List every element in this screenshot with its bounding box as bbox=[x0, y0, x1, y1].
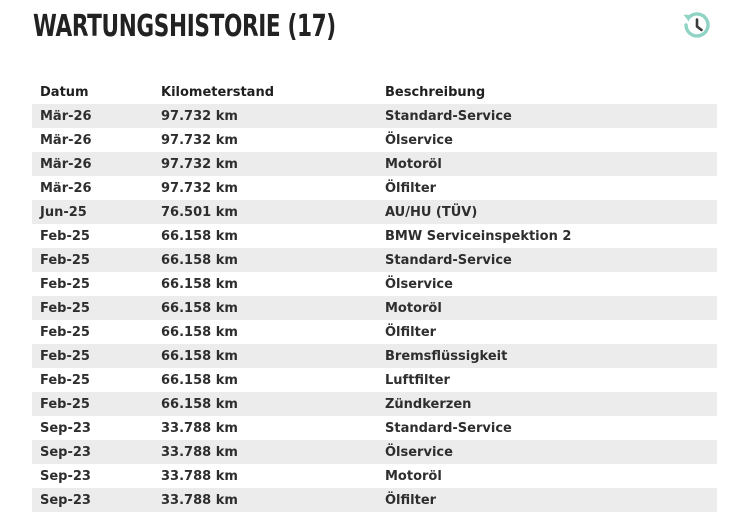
cell-date: Sep-23 bbox=[40, 468, 91, 484]
table-row: Feb-25 66.158 km Luftfilter bbox=[32, 368, 717, 392]
cell-mileage: 33.788 km bbox=[161, 492, 238, 508]
cell-mileage: 33.788 km bbox=[161, 420, 238, 436]
cell-mileage: 76.501 km bbox=[161, 204, 238, 220]
cell-description: AU/HU (TÜV) bbox=[385, 204, 478, 220]
cell-description: Ölservice bbox=[385, 444, 453, 460]
cell-mileage: 66.158 km bbox=[161, 300, 238, 316]
column-header-mileage: Kilometerstand bbox=[161, 84, 275, 100]
cell-date: Sep-23 bbox=[40, 492, 91, 508]
cell-mileage: 66.158 km bbox=[161, 252, 238, 268]
table-row: Feb-25 66.158 km BMW Serviceinspektion 2 bbox=[32, 224, 717, 248]
cell-description: Bremsflüssigkeit bbox=[385, 348, 508, 364]
cell-date: Jun-25 bbox=[40, 204, 87, 220]
table-row: Feb-25 66.158 km Bremsflüssigkeit bbox=[32, 344, 717, 368]
column-header-date: Datum bbox=[40, 84, 89, 100]
cell-description: Motoröl bbox=[385, 156, 442, 172]
cell-mileage: 33.788 km bbox=[161, 468, 238, 484]
table-row: Feb-25 66.158 km Ölfilter bbox=[32, 320, 717, 344]
cell-mileage: 97.732 km bbox=[161, 132, 238, 148]
cell-mileage: 66.158 km bbox=[161, 372, 238, 388]
cell-date: Sep-23 bbox=[40, 444, 91, 460]
cell-mileage: 66.158 km bbox=[161, 228, 238, 244]
cell-date: Feb-25 bbox=[40, 324, 90, 340]
table-row: Sep-23 33.788 km Motoröl bbox=[32, 464, 717, 488]
table-row: Feb-25 66.158 km Zündkerzen bbox=[32, 392, 717, 416]
cell-mileage: 97.732 km bbox=[161, 108, 238, 124]
cell-date: Feb-25 bbox=[40, 396, 90, 412]
cell-date: Feb-25 bbox=[40, 348, 90, 364]
table-body: Mär-26 97.732 km Standard-Service Mär-26 97.… bbox=[32, 104, 717, 512]
cell-description: Ölservice bbox=[385, 132, 453, 148]
table-row: Feb-25 66.158 km Standard-Service bbox=[32, 248, 717, 272]
cell-description: Ölfilter bbox=[385, 324, 437, 340]
page-title: WARTUNGSHISTORIE (17) bbox=[33, 9, 336, 44]
cell-description: Zündkerzen bbox=[385, 396, 472, 412]
cell-description: Luftfilter bbox=[385, 372, 450, 388]
cell-description: Ölfilter bbox=[385, 180, 437, 196]
cell-mileage: 66.158 km bbox=[161, 348, 238, 364]
table-row: Feb-25 66.158 km Ölservice bbox=[32, 272, 717, 296]
history-icon[interactable] bbox=[679, 8, 713, 42]
cell-description: Ölservice bbox=[385, 276, 453, 292]
cell-date: Mär-26 bbox=[40, 156, 92, 172]
table-row: Mär-26 97.732 km Standard-Service bbox=[32, 104, 717, 128]
cell-date: Mär-26 bbox=[40, 108, 92, 124]
cell-date: Feb-25 bbox=[40, 276, 90, 292]
table-row: Mär-26 97.732 km Ölfilter bbox=[32, 176, 717, 200]
cell-description: Standard-Service bbox=[385, 420, 512, 436]
cell-date: Feb-25 bbox=[40, 228, 90, 244]
cell-date: Feb-25 bbox=[40, 372, 90, 388]
table-row: Sep-23 33.788 km Ölservice bbox=[32, 440, 717, 464]
table-row: Sep-23 33.788 km Standard-Service bbox=[32, 416, 717, 440]
cell-description: Ölfilter bbox=[385, 492, 437, 508]
cell-description: Standard-Service bbox=[385, 252, 512, 268]
cell-mileage: 66.158 km bbox=[161, 396, 238, 412]
header: WARTUNGSHISTORIE (17) bbox=[33, 8, 723, 48]
column-header-description: Beschreibung bbox=[385, 84, 486, 100]
cell-date: Mär-26 bbox=[40, 180, 92, 196]
cell-date: Feb-25 bbox=[40, 300, 90, 316]
table-row: Jun-25 76.501 km AU/HU (TÜV) bbox=[32, 200, 717, 224]
cell-description: Standard-Service bbox=[385, 108, 512, 124]
cell-date: Sep-23 bbox=[40, 420, 91, 436]
cell-description: Motoröl bbox=[385, 300, 442, 316]
cell-mileage: 97.732 km bbox=[161, 180, 238, 196]
cell-description: Motoröl bbox=[385, 468, 442, 484]
table-row: Mär-26 97.732 km Ölservice bbox=[32, 128, 717, 152]
cell-mileage: 66.158 km bbox=[161, 324, 238, 340]
table-header-row: Datum Kilometerstand Beschreibung bbox=[32, 80, 717, 104]
maintenance-history-table: Datum Kilometerstand Beschreibung Mär-26… bbox=[32, 80, 717, 512]
cell-mileage: 66.158 km bbox=[161, 276, 238, 292]
cell-description: BMW Serviceinspektion 2 bbox=[385, 228, 572, 244]
table-row: Sep-23 33.788 km Ölfilter bbox=[32, 488, 717, 512]
cell-date: Feb-25 bbox=[40, 252, 90, 268]
cell-date: Mär-26 bbox=[40, 132, 92, 148]
cell-mileage: 33.788 km bbox=[161, 444, 238, 460]
table-row: Feb-25 66.158 km Motoröl bbox=[32, 296, 717, 320]
table-row: Mär-26 97.732 km Motoröl bbox=[32, 152, 717, 176]
cell-mileage: 97.732 km bbox=[161, 156, 238, 172]
